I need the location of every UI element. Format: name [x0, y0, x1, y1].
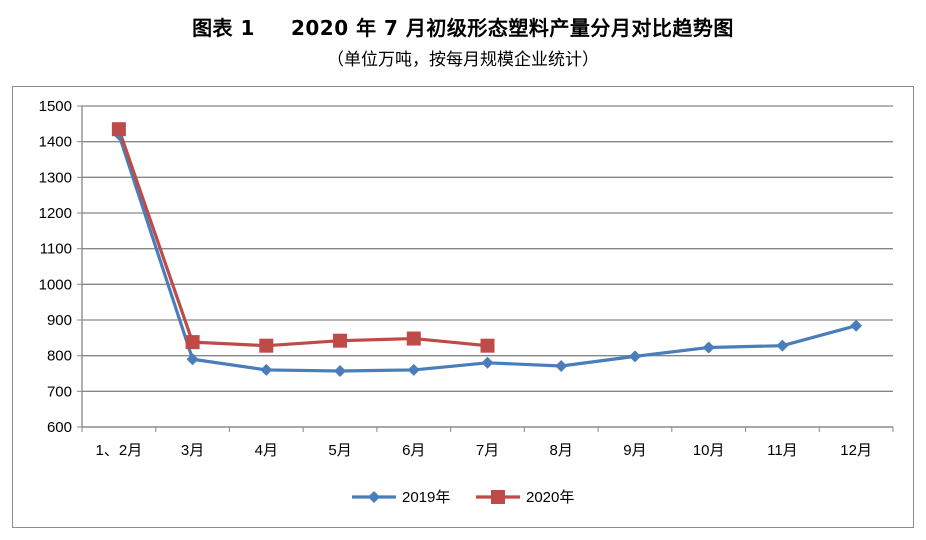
data-point: [186, 353, 199, 366]
x-tick-label: 1、2月: [96, 442, 143, 459]
axes: [77, 105, 894, 432]
chart-frame: [12, 86, 914, 528]
data-point: [185, 335, 200, 350]
y-tick-label: 700: [47, 383, 72, 400]
grid-lines: [82, 105, 893, 428]
chart-title: 图表 1 2020 年 7 月初级形态塑料产量分月对比趋势图: [0, 12, 926, 41]
x-tick-label: 3月: [181, 442, 204, 459]
legend-marker: [491, 490, 505, 504]
data-point: [702, 341, 715, 354]
data-point: [407, 363, 420, 376]
data-point: [850, 319, 863, 332]
figure-title: 2020 年 7 月初级形态塑料产量分月对比趋势图: [290, 16, 734, 40]
data-point: [334, 365, 347, 378]
x-tick-label: 5月: [328, 442, 351, 459]
x-tick-label: 10月: [693, 442, 725, 459]
x-tick-label: 7月: [476, 442, 499, 459]
data-point: [481, 356, 494, 369]
x-tick-labels: 1、2月 3月 4月 5月 6月 7月 8月 9月 10月 11月 12月: [96, 442, 872, 459]
legend-label: 2020年: [526, 489, 574, 506]
series-line-2: [117, 128, 488, 348]
y-tick-label: 1400: [39, 134, 72, 151]
data-point: [111, 122, 126, 137]
y-tick-label: 600: [47, 419, 72, 436]
legend-marker: [368, 491, 380, 503]
data-point: [776, 339, 789, 352]
legend-label: 2019年: [402, 489, 450, 506]
data-point: [406, 331, 421, 346]
x-tick-label: 9月: [623, 442, 646, 459]
data-point: [628, 350, 641, 363]
y-tick-label: 1100: [40, 241, 72, 258]
series-lines: [117, 128, 857, 373]
y-tick-label: 1300: [39, 169, 72, 186]
y-tick-label: 1000: [39, 276, 72, 293]
x-tick-label: 11月: [767, 442, 798, 459]
x-tick-label: 4月: [255, 442, 278, 459]
x-tick-label: 12月: [840, 442, 872, 459]
figure-label: 图表 1: [192, 16, 255, 40]
data-point: [555, 360, 568, 373]
chart-subtitle: （单位万吨，按每月规模企业统计）: [327, 50, 599, 70]
y-tick-labels: 600 700 800 900 1000 1100 1200 1300 1400 1500: [39, 98, 72, 436]
series-line-1: [117, 134, 857, 373]
y-tick-label: 800: [47, 348, 72, 365]
data-point: [480, 338, 495, 353]
series-markers: [111, 122, 863, 378]
y-tick-label: 1500: [39, 98, 72, 115]
y-tick-label: 900: [47, 312, 72, 329]
x-tick-label: 6月: [402, 442, 425, 459]
x-tick-label: 8月: [550, 442, 573, 459]
y-tick-label: 1200: [39, 205, 72, 222]
data-point: [333, 333, 348, 348]
data-point: [260, 363, 273, 376]
data-point: [259, 338, 274, 353]
legend: 2019年 2020年: [352, 489, 574, 506]
